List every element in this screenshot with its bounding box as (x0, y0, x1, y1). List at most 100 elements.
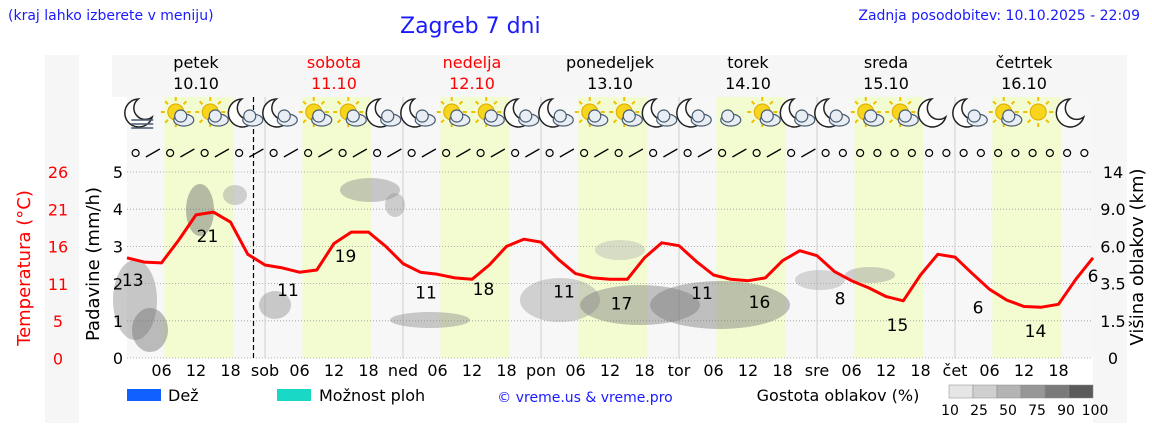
hour-tick: 06 (565, 361, 585, 380)
wind-barb-icon (697, 148, 713, 158)
sun-ray (888, 119, 894, 124)
moon-crescent (1055, 98, 1086, 128)
calm-wind-icon (442, 148, 451, 158)
moon-cloud-icon (400, 98, 436, 128)
page-title: Zagreb 7 dni (400, 14, 541, 39)
wind-barb-icon (663, 148, 678, 158)
calm-wind-icon (976, 148, 985, 158)
cloud-density-tick: 90 (1057, 403, 1075, 419)
cloud-shape (588, 109, 602, 123)
day-name: sobota (307, 53, 361, 72)
calm-wind-icon (907, 148, 916, 158)
temperature-label: 6 (1088, 267, 1099, 287)
sun-ray (854, 119, 859, 124)
sun-ray (750, 119, 756, 124)
cloud-shape (346, 109, 360, 123)
sun-ray (769, 100, 774, 105)
sun-cloud-icon (574, 97, 609, 127)
cloud-shape (381, 109, 395, 123)
sun-ray (198, 119, 204, 124)
wind-barb-icon (594, 148, 609, 158)
temperature-label: 13 (122, 271, 144, 291)
day-name: petek (173, 53, 219, 72)
last-update: Zadnja posodobitev: 10.10.2025 - 22:09 (858, 8, 1140, 24)
fog-moon-icon (124, 98, 154, 129)
temperature-tick: 21 (48, 200, 68, 219)
calm-wind-icon (235, 148, 244, 158)
cloud-density-area (113, 260, 157, 340)
moon-cloud-icon (503, 98, 540, 128)
cloud-density-swatch (948, 384, 974, 399)
cloud-shape (484, 109, 498, 123)
sun-ray (907, 100, 912, 105)
temperature-tick: 5 (53, 312, 63, 331)
sun-ray (1026, 119, 1032, 124)
cloud-density-tick: 100 (1082, 403, 1109, 419)
sun-cloud-icon (609, 97, 643, 127)
calm-wind-icon (407, 148, 416, 158)
calm-wind-icon (1080, 148, 1089, 158)
calm-wind-icon (838, 148, 847, 158)
sun-ray (474, 119, 480, 124)
wind-barb-icon (421, 148, 437, 158)
cloud-density-area (650, 281, 790, 329)
cloud-shape (691, 109, 705, 123)
day-name: sreda (864, 53, 908, 72)
cloud-shape (450, 109, 464, 123)
moon-cloud-icon (641, 98, 678, 128)
calm-wind-icon (718, 148, 727, 158)
calm-wind-icon (752, 148, 761, 158)
temperature-label: 11 (691, 284, 713, 304)
cloud-shape (898, 109, 912, 123)
temperature-label: 6 (973, 298, 984, 318)
hour-tick: 12 (876, 361, 896, 380)
cloud-shape (553, 109, 567, 123)
daylight-band (440, 97, 510, 358)
cloud-density-area (595, 240, 645, 260)
sun-ray (164, 100, 169, 105)
hour-tick: 12 (462, 361, 482, 380)
cloud-shape (829, 109, 843, 123)
cloud-shape (277, 109, 291, 123)
day-abbrev-tick: pon (526, 361, 556, 380)
cloud-shape (760, 109, 774, 123)
hour-tick: 18 (1048, 361, 1068, 380)
cloud-density-area (340, 178, 400, 202)
calm-wind-icon (821, 148, 830, 158)
sun-ray (612, 119, 618, 124)
sun-ray (302, 100, 307, 105)
hour-tick: 12 (324, 361, 344, 380)
moon-cloud-icon (676, 98, 712, 128)
calm-wind-icon (511, 148, 520, 158)
moon-cloud-icon (952, 98, 988, 128)
cloud-icon (720, 109, 742, 127)
temperature-tick: 0 (53, 350, 63, 369)
sun-ray (992, 119, 997, 124)
hour-tick: 06 (841, 361, 861, 380)
showers-legend-swatch (277, 389, 311, 401)
sun-ray (355, 100, 360, 105)
wind-barb-icon (387, 148, 402, 158)
calm-wind-icon (1011, 148, 1020, 158)
cloud-density-label: Gostota oblakov (%) (757, 386, 920, 405)
wind-barb-icon (732, 148, 747, 158)
wind-barb-icon (283, 148, 299, 158)
sun-ray (182, 100, 188, 105)
cloud-density-area (259, 291, 291, 319)
sun-ray (198, 100, 204, 105)
calm-wind-icon (338, 148, 347, 158)
wind-barb-icon (525, 148, 540, 158)
sun-cloud-icon (747, 97, 781, 127)
cloud-density-swatch (1068, 384, 1094, 399)
calm-wind-icon (1063, 148, 1072, 158)
temperature-label: 17 (611, 294, 633, 314)
cloud-shape (312, 109, 326, 123)
calm-wind-icon (269, 148, 278, 158)
calm-wind-icon (476, 148, 485, 158)
precip-tick: 1 (113, 312, 123, 331)
daylight-band (164, 97, 234, 358)
cloud-density-tick: 10 (941, 403, 959, 419)
calm-wind-icon (856, 148, 865, 158)
cloud-density-swatch (996, 384, 1022, 399)
